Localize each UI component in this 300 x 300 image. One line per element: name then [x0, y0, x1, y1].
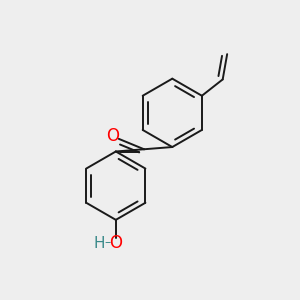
- Text: O: O: [106, 128, 119, 146]
- Text: –: –: [104, 236, 111, 250]
- Text: O: O: [109, 234, 122, 252]
- Text: H: H: [94, 236, 105, 250]
